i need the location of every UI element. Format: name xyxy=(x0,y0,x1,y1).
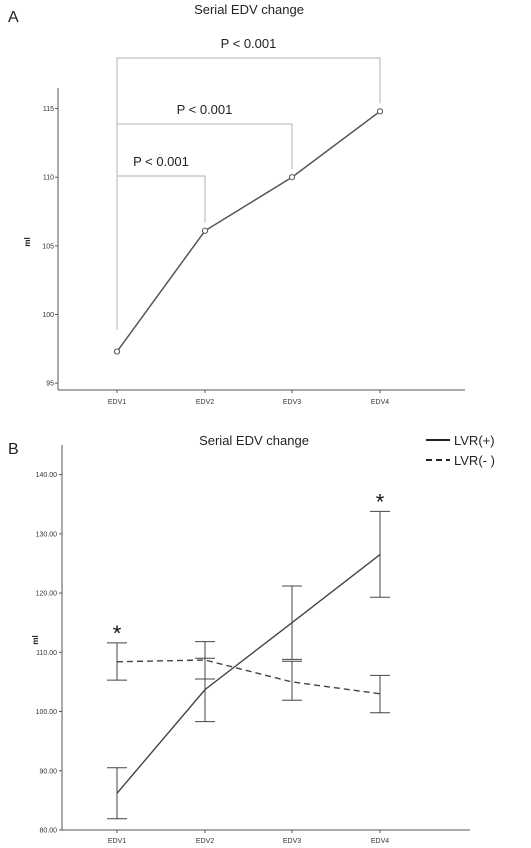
panel-b-ylabel: ml xyxy=(31,635,40,644)
x-tick-label: EDV1 xyxy=(108,838,126,845)
y-tick-label: 80.00 xyxy=(39,828,57,835)
panel-b-series xyxy=(107,510,390,820)
panel-b-x-axis: EDV1 EDV2 EDV3 EDV4 xyxy=(62,829,470,845)
significance-bracket xyxy=(116,57,381,330)
y-tick-label: 120.00 xyxy=(36,591,58,598)
x-tick-label: EDV3 xyxy=(283,399,301,406)
panel-b-significance: ** xyxy=(113,489,385,645)
y-tick-label: 100.00 xyxy=(36,709,58,716)
significance-bracket xyxy=(116,175,206,330)
legend-label-lvr-plus: LVR(+) xyxy=(454,433,495,448)
panel-a-x-axis: EDV1 EDV2 EDV3 EDV4 xyxy=(58,389,465,406)
legend-label-lvr-minus: LVR(- ) xyxy=(454,453,495,468)
data-point xyxy=(288,174,296,181)
p-value-label: P < 0.001 xyxy=(177,102,233,117)
p-value-label: P < 0.001 xyxy=(221,36,277,51)
panel-a-annotations: P < 0.001 P < 0.001 P < 0.001 xyxy=(116,36,381,330)
panel-a-ylabel: ml xyxy=(23,237,32,246)
panel-b-label: B xyxy=(8,441,19,458)
y-tick-label: 90.00 xyxy=(39,768,57,775)
series-line xyxy=(116,659,381,695)
data-point xyxy=(376,108,384,115)
data-point xyxy=(113,348,121,355)
x-tick-label: EDV1 xyxy=(108,399,126,406)
x-tick-label: EDV4 xyxy=(371,838,389,845)
x-tick-label: EDV4 xyxy=(371,399,389,406)
y-tick-label: 105 xyxy=(42,243,54,250)
panel-b-y-axis: 80.00 90.00 100.00 110.00 120.00 130.00 140.00 xyxy=(36,445,63,835)
y-tick-label: 100 xyxy=(42,312,54,319)
series-lvr-minus xyxy=(107,641,390,714)
x-tick-label: EDV2 xyxy=(196,399,214,406)
y-tick-label: 110.00 xyxy=(36,650,57,657)
panel-a-title: Serial EDV change xyxy=(194,2,304,17)
panel-b-title: Serial EDV change xyxy=(199,433,309,448)
x-tick-label: EDV2 xyxy=(196,838,214,845)
series-line xyxy=(116,554,381,794)
x-tick-label: EDV3 xyxy=(283,838,301,845)
y-tick-label: 115 xyxy=(43,106,54,113)
series-line xyxy=(116,110,381,353)
y-tick-label: 110 xyxy=(43,175,54,182)
panel-a-y-axis: 95 100 105 110 115 xyxy=(42,88,59,390)
series-lvr-plus xyxy=(107,510,390,820)
p-value-label: P < 0.001 xyxy=(133,154,189,169)
panel-b-legend: LVR(+) LVR(- ) xyxy=(426,433,495,468)
panel-a-series xyxy=(113,108,384,355)
significance-star: * xyxy=(376,489,385,514)
panel-a-label: A xyxy=(8,9,19,26)
y-tick-label: 130.00 xyxy=(36,531,58,538)
y-tick-label: 140.00 xyxy=(36,472,58,479)
y-tick-label: 95 xyxy=(46,381,54,388)
data-point xyxy=(201,227,209,234)
significance-star: * xyxy=(113,621,122,646)
